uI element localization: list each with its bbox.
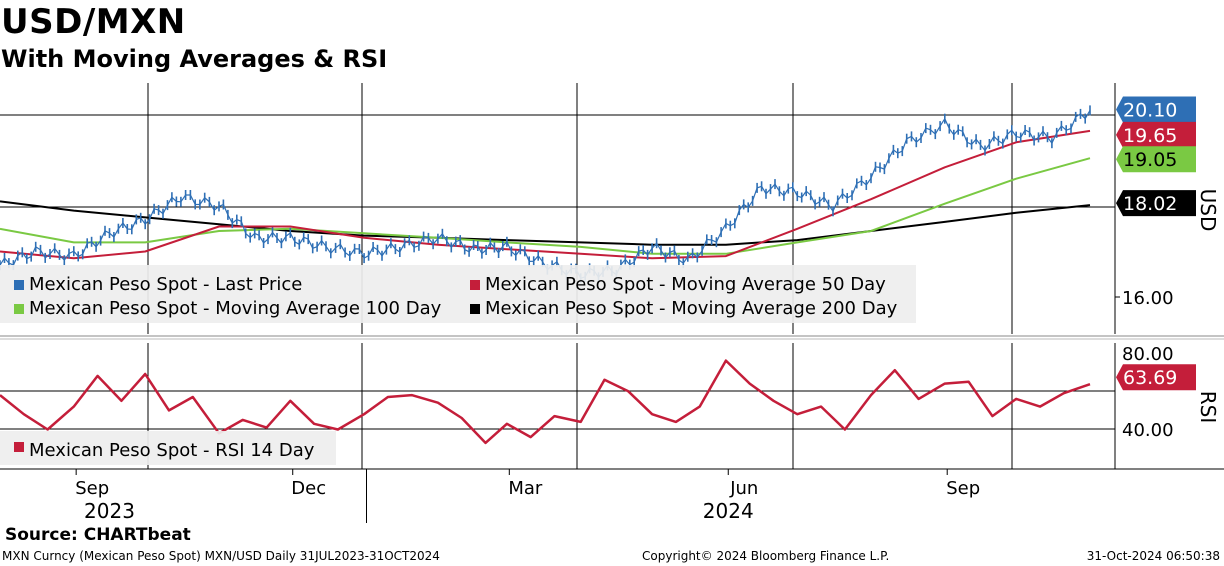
legend-label: Mexican Peso Spot - Moving Average 100 D…: [29, 298, 442, 319]
last-price-tag: 20.10: [1116, 96, 1196, 123]
legend-label: Mexican Peso Spot - Moving Average 200 D…: [485, 298, 898, 319]
footer-copyright: Copyright© 2024 Bloomberg Finance L.P.: [642, 549, 890, 563]
rsi-tick-label: 80.00: [1122, 344, 1174, 365]
rsi-tag: 63.69: [1116, 364, 1196, 391]
x-tick-label: Sep: [946, 478, 980, 499]
series-line-ma200: [0, 200, 1091, 246]
legend-swatch: [470, 304, 480, 314]
legend-swatch: [14, 442, 24, 452]
source-note: Source: CHARTbeat: [5, 525, 191, 545]
rsi-tag-text: 63.69: [1123, 367, 1177, 389]
series-line-ma50: [0, 129, 1091, 260]
chart-subtitle: With Moving Averages & RSI: [1, 45, 388, 73]
legend-swatch: [14, 304, 24, 314]
legend-label: Mexican Peso Spot - Last Price: [29, 274, 302, 295]
last-price-tag-text: 20.10: [1123, 99, 1177, 121]
ma50-tag-shape: [1116, 121, 1196, 148]
x-year-label: 2024: [703, 499, 754, 523]
legend-swatch: [14, 280, 24, 290]
series-line-rsi: [0, 359, 1091, 445]
x-tick-label: Mar: [508, 478, 543, 499]
footer-ticker: MXN Curncy (Mexican Peso Spot) MXN/USD D…: [2, 549, 440, 563]
series-line-ma100: [0, 157, 1091, 255]
price-tick-label: 16.00: [1122, 288, 1174, 309]
ma200-tag-shape: [1116, 190, 1196, 217]
ma100-tag: 19.05: [1116, 146, 1196, 173]
ma50-tag: 19.65: [1116, 121, 1196, 148]
rsi-axis-title: RSI: [1196, 391, 1220, 424]
chart-title: USD/MXN: [1, 2, 186, 42]
ma200-tag: 18.02: [1116, 190, 1196, 217]
ma200-tag-text: 18.02: [1123, 193, 1177, 215]
series-line-last_price: [0, 110, 1091, 280]
ma100-tag-shape: [1116, 146, 1196, 173]
x-year-label: 2023: [84, 499, 135, 523]
price-axis-title: USD: [1196, 189, 1220, 232]
ma100-tag-text: 19.05: [1123, 149, 1177, 171]
legend-label: Mexican Peso Spot - Moving Average 50 Da…: [485, 274, 886, 295]
footer-timestamp: 31-Oct-2024 06:50:38: [1086, 549, 1220, 563]
last-price-tag-shape: [1116, 96, 1196, 123]
rsi-tag-shape: [1116, 364, 1196, 391]
legend-label: Mexican Peso Spot - RSI 14 Day: [29, 440, 315, 461]
rsi-legend-box: [0, 431, 336, 465]
price-legend-box: [0, 265, 916, 323]
x-tick-label: Dec: [291, 478, 326, 499]
x-tick-label: Jun: [729, 478, 758, 499]
x-tick-label: Sep: [75, 478, 109, 499]
legend-swatch: [470, 280, 480, 290]
rsi-tick-label: 40.00: [1122, 420, 1174, 441]
ma50-tag-text: 19.65: [1123, 125, 1177, 147]
